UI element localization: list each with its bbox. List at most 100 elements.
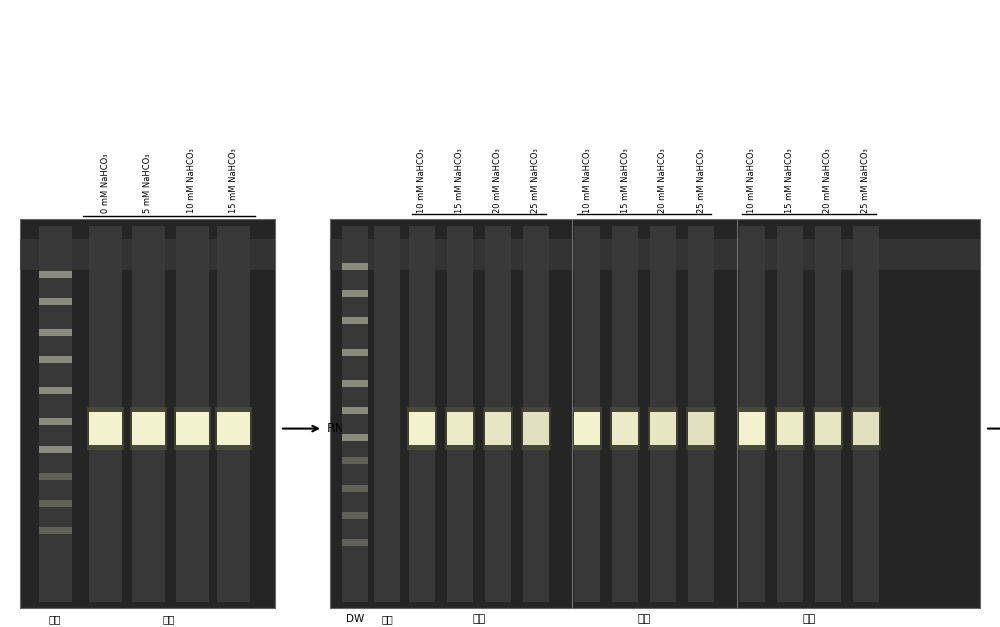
Bar [574, 226, 600, 602]
Bar [176, 226, 208, 602]
Text: 药签: 药签 [49, 614, 61, 624]
Bar [38, 298, 72, 305]
Bar [330, 219, 980, 608]
Bar [132, 412, 164, 445]
Text: 10 mM NaHCO₃: 10 mM NaHCO₃ [748, 149, 757, 213]
Text: 药签: 药签 [637, 614, 651, 624]
Bar [612, 412, 638, 445]
Text: 10 mM NaHCO₃: 10 mM NaHCO₃ [418, 149, 426, 213]
Bar [342, 539, 368, 546]
Bar [688, 412, 714, 445]
Text: 15 mM NaHCO₃: 15 mM NaHCO₃ [620, 149, 630, 213]
Bar [20, 219, 275, 608]
Bar [610, 407, 640, 450]
Bar [777, 412, 803, 445]
Bar [447, 412, 473, 445]
Bar [374, 226, 400, 602]
Text: 5 mM NaHCO₃: 5 mM NaHCO₃ [144, 154, 152, 213]
Bar [815, 412, 841, 445]
Bar [815, 226, 841, 602]
Bar [521, 407, 551, 450]
Bar [38, 500, 72, 507]
Text: 20 mM NaHCO₃: 20 mM NaHCO₃ [658, 149, 667, 213]
Text: 0 mM NaHCO₃: 0 mM NaHCO₃ [100, 154, 110, 213]
Text: 25 mM NaHCO₃: 25 mM NaHCO₃ [862, 149, 870, 213]
Bar [342, 379, 368, 387]
Text: DW: DW [346, 614, 364, 624]
Bar [38, 446, 72, 453]
Text: 药签: 药签 [802, 614, 816, 624]
Bar [523, 226, 549, 602]
Bar [409, 412, 435, 445]
Bar [485, 226, 511, 602]
Bar [737, 407, 767, 450]
Bar [342, 407, 368, 414]
Bar [20, 239, 275, 270]
Bar [342, 263, 368, 270]
Text: 15 mM NaHCO₃: 15 mM NaHCO₃ [786, 149, 794, 213]
Bar [851, 407, 881, 450]
Bar [132, 226, 164, 602]
Text: 15 mM NaHCO₃: 15 mM NaHCO₃ [455, 149, 464, 213]
Bar [739, 412, 765, 445]
Bar [342, 226, 368, 602]
Bar [176, 412, 208, 445]
Bar [483, 407, 513, 450]
Bar [38, 418, 72, 426]
Bar [445, 407, 475, 450]
Bar [215, 407, 252, 450]
Bar [777, 226, 803, 602]
Bar [574, 412, 600, 445]
Bar [485, 412, 511, 445]
Bar [38, 329, 72, 336]
Bar [87, 407, 124, 450]
Bar [88, 226, 122, 602]
Text: 10 mM NaHCO₃: 10 mM NaHCO₃ [188, 149, 196, 213]
Bar [217, 412, 250, 445]
Bar [342, 290, 368, 297]
Text: 10 mM NaHCO₃: 10 mM NaHCO₃ [582, 149, 592, 213]
Bar [217, 226, 250, 602]
Bar [342, 457, 368, 465]
Bar [650, 226, 676, 602]
Bar [130, 407, 166, 450]
Bar [612, 226, 638, 602]
Bar [174, 407, 210, 450]
Text: 药签: 药签 [163, 614, 175, 624]
Bar [447, 226, 473, 602]
Text: 药签: 药签 [381, 614, 393, 624]
Bar [330, 239, 980, 270]
Bar [342, 512, 368, 519]
Bar [407, 407, 437, 450]
Bar [686, 407, 716, 450]
Bar [523, 412, 549, 445]
Bar [342, 485, 368, 492]
Bar [650, 412, 676, 445]
Bar [739, 226, 765, 602]
Bar [38, 271, 72, 278]
Bar [409, 226, 435, 602]
Bar [38, 356, 72, 363]
Text: RNA: RNA [327, 422, 354, 435]
Bar [38, 473, 72, 480]
Bar [853, 412, 879, 445]
Bar [688, 226, 714, 602]
Text: 20 mM NaHCO₃: 20 mM NaHCO₃ [494, 149, 503, 213]
Text: 25 mM NaHCO₃: 25 mM NaHCO₃ [696, 149, 706, 213]
Bar [813, 407, 843, 450]
Bar [775, 407, 805, 450]
Text: 25 mM NaHCO₃: 25 mM NaHCO₃ [532, 149, 540, 213]
Bar [648, 407, 678, 450]
Bar [38, 226, 72, 602]
Text: 15 mM NaHCO₃: 15 mM NaHCO₃ [228, 149, 238, 213]
Bar [88, 412, 122, 445]
Bar [572, 407, 602, 450]
Bar [38, 387, 72, 394]
Bar [342, 434, 368, 441]
Bar [342, 317, 368, 324]
Bar [853, 226, 879, 602]
Bar [342, 349, 368, 356]
Text: 20 mM NaHCO₃: 20 mM NaHCO₃ [824, 149, 832, 213]
Text: 药签: 药签 [472, 614, 486, 624]
Bar [38, 527, 72, 534]
